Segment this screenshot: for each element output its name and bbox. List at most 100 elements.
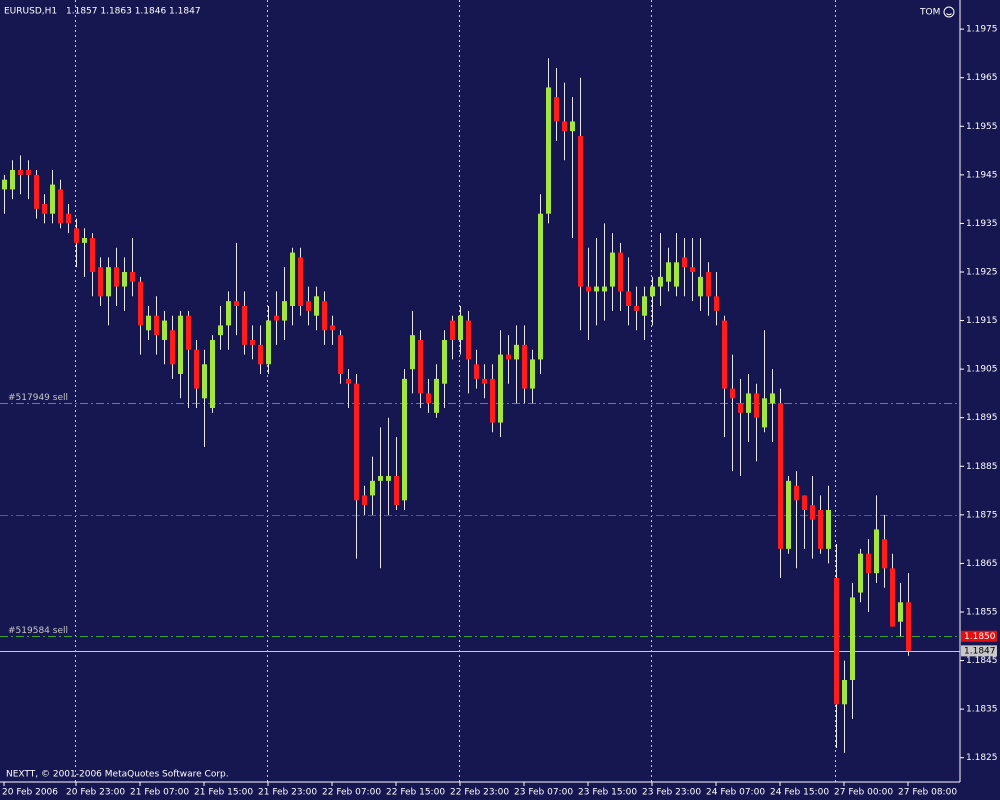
candle-body <box>450 320 455 340</box>
candle-body <box>330 325 335 331</box>
candle-body <box>418 340 423 394</box>
candle-body <box>290 252 295 306</box>
candle-body <box>266 320 271 365</box>
candle-body <box>666 262 671 282</box>
candle-body <box>354 383 359 501</box>
candle-body <box>170 330 175 365</box>
candle-body <box>426 393 431 404</box>
y-tick-label: 1.1905 <box>966 365 998 375</box>
candle-body <box>618 252 623 292</box>
candle-body <box>546 87 551 214</box>
candle-body <box>346 378 351 384</box>
candle-body <box>770 393 775 404</box>
candle-body <box>458 315 463 340</box>
y-tick-label: 1.1885 <box>966 462 998 472</box>
candle-body <box>258 344 263 365</box>
y-tick-label: 1.1875 <box>966 510 998 520</box>
candle-body <box>58 189 63 224</box>
candle-body <box>818 510 823 549</box>
candle-body <box>850 597 855 680</box>
copyright: NEXTT, © 2001-2006 MetaQuotes Software C… <box>6 770 229 780</box>
price-tag <box>961 630 997 642</box>
candle-body <box>370 480 375 496</box>
candle-body <box>466 320 471 360</box>
x-tick-label: 23 Feb 23:00 <box>642 788 701 798</box>
candle-body <box>874 529 879 574</box>
candle-body <box>802 495 807 510</box>
candle-body <box>282 301 287 321</box>
candle-body <box>210 340 215 408</box>
x-tick-label: 24 Feb 15:00 <box>770 788 829 798</box>
candle-body <box>498 354 503 423</box>
candle-body <box>778 403 783 549</box>
candle-body <box>906 602 911 651</box>
candle-body <box>106 267 111 297</box>
account: TOM <box>919 8 940 18</box>
candle-body <box>722 320 727 389</box>
candle-body <box>18 170 23 175</box>
y-tick-label: 1.1835 <box>966 705 998 715</box>
y-tick-label: 1.1965 <box>966 73 998 83</box>
candle-body <box>122 272 127 287</box>
candle-body <box>530 359 535 389</box>
candle-body <box>434 378 439 413</box>
candle-body <box>570 121 575 132</box>
candle-body <box>674 262 679 287</box>
y-tick-label: 1.1945 <box>966 170 998 180</box>
candle-body <box>554 97 559 122</box>
candle-body <box>138 281 143 326</box>
candle-body <box>658 276 663 287</box>
candle-body <box>2 179 7 190</box>
candle-body <box>834 578 839 705</box>
y-tick-label: 1.1925 <box>966 268 998 278</box>
candle-body <box>314 296 319 316</box>
price-tag-label: 1.1847 <box>964 646 996 656</box>
candle-body <box>746 393 751 413</box>
x-tick-label: 22 Feb 15:00 <box>386 788 445 798</box>
x-tick-label: 20 Feb 23:00 <box>66 788 125 798</box>
candle-body <box>858 553 863 593</box>
order-label: #517949 sell <box>8 393 68 403</box>
candle-body <box>202 364 207 399</box>
candle-body <box>34 174 39 209</box>
candle-body <box>186 315 191 350</box>
candle-body <box>90 238 95 272</box>
y-tick-label: 1.1855 <box>966 608 998 618</box>
y-tick-label: 1.1845 <box>966 656 998 666</box>
y-tick-label: 1.1825 <box>966 753 998 763</box>
y-tick-label: 1.1975 <box>966 25 998 35</box>
candle-body <box>514 344 519 360</box>
candle-body <box>298 257 303 306</box>
candle-body <box>226 301 231 326</box>
candle-body <box>762 398 767 428</box>
candle-body <box>826 510 831 549</box>
candle-body <box>386 476 391 481</box>
candle-body <box>682 257 687 268</box>
candle-body <box>538 213 543 360</box>
candle-body <box>42 204 47 214</box>
candle-body <box>178 315 183 374</box>
x-tick-label: 22 Feb 07:00 <box>322 788 381 798</box>
candle-body <box>522 344 527 389</box>
candle-body <box>394 476 399 506</box>
candle-body <box>706 272 711 297</box>
x-tick-label: 23 Feb 07:00 <box>514 788 573 798</box>
price-tag-label: 1.1850 <box>964 632 996 642</box>
candle-body <box>362 495 367 506</box>
candle-body <box>82 238 87 243</box>
y-tick-label: 1.1915 <box>966 316 998 326</box>
candle-body <box>610 252 615 287</box>
candle-body <box>730 388 735 399</box>
candle-body <box>98 267 103 297</box>
candle-body <box>218 325 223 336</box>
order-label: #519584 sell <box>8 626 68 636</box>
candle-body <box>162 320 167 340</box>
candle-body <box>274 315 279 321</box>
x-tick-label: 20 Feb 2006 <box>2 788 58 798</box>
candle-body <box>842 680 847 705</box>
candle-body <box>26 170 31 175</box>
x-tick-label: 27 Feb 00:00 <box>834 788 893 798</box>
candle-body <box>378 476 383 481</box>
